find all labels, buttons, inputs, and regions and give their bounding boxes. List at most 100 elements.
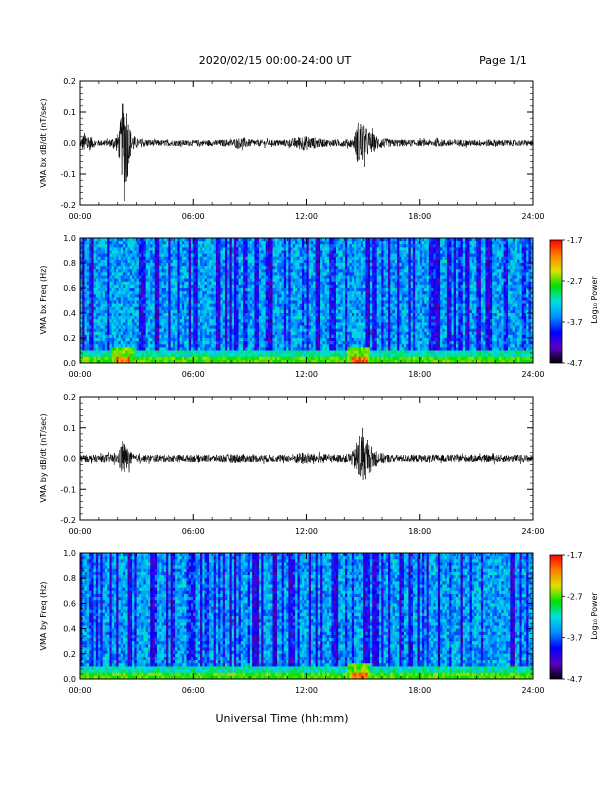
spectrogram-cell xyxy=(152,272,156,276)
spectrogram-cell xyxy=(231,263,235,267)
spectrogram-cell xyxy=(166,313,169,317)
spectrogram-cell xyxy=(82,238,85,242)
spectrogram-cell xyxy=(166,238,169,242)
spectrogram-cell xyxy=(197,350,201,354)
spectrogram-cell xyxy=(240,278,244,283)
spectrogram-cell xyxy=(265,350,269,354)
spectrogram-cell xyxy=(186,247,190,251)
spectrogram-cell xyxy=(311,288,314,292)
spectrogram-cell xyxy=(317,291,321,295)
spectrogram-cell xyxy=(120,288,124,292)
spectrogram-cell xyxy=(141,356,144,361)
spectrogram-cell xyxy=(236,291,239,295)
spectrogram-cell xyxy=(109,256,112,261)
spectrogram-cell xyxy=(177,347,180,351)
spectrogram-cell xyxy=(120,353,124,358)
spectrogram-cell xyxy=(98,341,101,345)
spectrogram-cell xyxy=(261,325,264,329)
spectrogram-cell xyxy=(193,303,196,308)
spectrogram-cell xyxy=(82,275,85,279)
spectrogram-cell xyxy=(163,244,167,248)
spectrogram-cell xyxy=(322,253,325,258)
spectrogram-cell xyxy=(236,247,239,251)
spectrogram-cell xyxy=(154,269,158,273)
spectrogram-cell xyxy=(256,266,260,270)
spectrogram-cell xyxy=(127,309,131,314)
spectrogram-cell xyxy=(109,334,112,339)
spectrogram-cell xyxy=(245,272,248,276)
spectrogram-cell xyxy=(238,353,242,358)
spectrogram-cell xyxy=(200,247,203,251)
spectrogram-cell xyxy=(320,313,323,317)
spectrogram-cell xyxy=(272,284,276,289)
spectrogram-cell xyxy=(134,341,137,345)
spectrogram-cell xyxy=(231,241,235,245)
spectrogram-cell xyxy=(290,353,294,358)
spectrogram-cell xyxy=(143,244,146,248)
spectrogram-cell xyxy=(320,256,323,261)
spectrogram-cell xyxy=(172,328,176,333)
spectrogram-cell xyxy=(159,247,162,251)
spectrogram-cell xyxy=(288,316,291,320)
spectrogram-cell xyxy=(184,306,187,311)
spectrogram-cell xyxy=(147,278,151,283)
spectrogram-cell xyxy=(193,284,196,289)
spectrogram-cell xyxy=(231,359,235,364)
spectrogram-cell xyxy=(172,325,176,329)
spectrogram-cell xyxy=(238,278,242,283)
spectrogram-cell xyxy=(80,253,83,258)
spectrogram-cell xyxy=(333,359,337,364)
spectrogram-cell xyxy=(227,281,230,286)
spectrogram-cell xyxy=(100,278,103,283)
spectrogram-cell xyxy=(200,281,203,286)
spectrogram-cell xyxy=(218,344,221,348)
spectrogram-cell xyxy=(102,331,106,336)
spectrogram-cell xyxy=(274,319,278,323)
spectrogram-cell xyxy=(145,347,149,351)
spectrogram-cell xyxy=(240,253,244,258)
spectrogram-cell xyxy=(234,272,237,276)
spectrogram-cell xyxy=(134,300,137,304)
spectrogram-cell xyxy=(154,253,158,258)
spectrogram-cell xyxy=(98,353,101,358)
spectrogram-cell xyxy=(118,247,122,251)
spectrogram-cell xyxy=(238,281,242,286)
spectrogram-cell xyxy=(163,278,167,283)
spectrogram-cell xyxy=(170,306,174,311)
spectrogram-cell xyxy=(290,269,294,273)
spectrogram-cell xyxy=(218,316,221,320)
spectrogram-cell xyxy=(132,328,135,333)
spectrogram-cell xyxy=(141,359,144,364)
spectrogram-cell xyxy=(150,306,153,311)
spectrogram-cell xyxy=(286,263,289,267)
spectrogram-cell xyxy=(118,309,122,314)
spectrogram-cell xyxy=(152,259,156,264)
spectrogram-cell xyxy=(338,241,341,245)
spectrogram-cell xyxy=(268,294,271,298)
spectrogram-cell xyxy=(143,256,146,261)
spectrogram-cell xyxy=(200,347,203,351)
spectrogram-cell xyxy=(179,328,183,333)
spectrogram-cell xyxy=(252,250,255,254)
spectrogram-cell xyxy=(166,275,169,279)
spectrogram-cell xyxy=(324,272,328,276)
spectrogram-cell xyxy=(181,316,185,320)
spectrogram-cell xyxy=(295,341,298,345)
spectrogram-cell xyxy=(304,331,307,336)
spectrogram-cell xyxy=(283,278,287,283)
spectrogram-cell xyxy=(197,313,201,317)
spectrogram-cell xyxy=(154,306,158,311)
spectrogram-cell xyxy=(113,284,117,289)
spectrogram-cell xyxy=(136,256,140,261)
spectrogram-cell xyxy=(118,266,122,270)
spectrogram-cell xyxy=(238,350,242,354)
spectrogram-cell xyxy=(349,294,353,298)
spectrogram-cell xyxy=(193,331,196,336)
spectrogram-cell xyxy=(306,347,310,351)
spectrogram-cell xyxy=(84,344,88,348)
spectrogram-cell xyxy=(109,250,112,254)
spectrogram-cell xyxy=(118,303,122,308)
spectrogram-cell xyxy=(297,309,300,314)
spectrogram-cell xyxy=(127,272,131,276)
spectrogram-cell xyxy=(270,309,273,314)
